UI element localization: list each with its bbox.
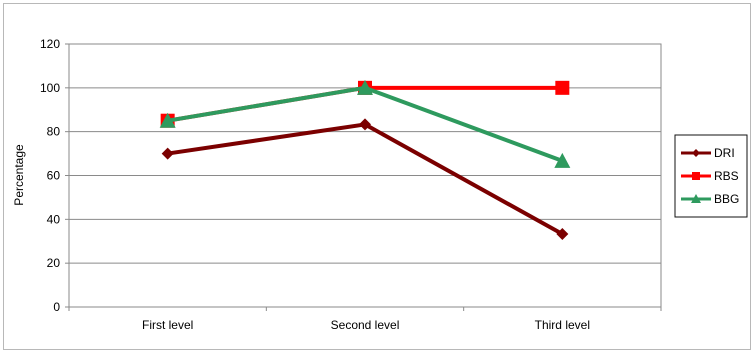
- legend-item-dri: DRI: [681, 146, 735, 160]
- y-tick-label: 20: [47, 256, 61, 270]
- y-axis-label: Percentage: [12, 144, 26, 206]
- data-point: [159, 112, 176, 128]
- y-tick-label: 0: [53, 300, 60, 314]
- data-point: [357, 79, 373, 95]
- legend-item-bbg: BBG: [681, 192, 739, 206]
- chart-frame: 0 20 40 60 80 100 120 First level Second level T…: [3, 3, 751, 350]
- x-tick-label: Third level: [535, 318, 590, 332]
- legend-label: DRI: [714, 146, 735, 160]
- data-point: [161, 147, 174, 160]
- data-point: [556, 228, 569, 241]
- legend-label: RBS: [714, 169, 739, 183]
- series-dri: [161, 118, 569, 241]
- x-tick-label: First level: [142, 318, 193, 332]
- legend-item-rbs: RBS: [681, 169, 739, 183]
- y-tick-label: 60: [47, 169, 61, 183]
- y-tick-labels: 0 20 40 60 80 100 120: [40, 37, 60, 314]
- series-bbg: [159, 79, 571, 168]
- data-point: [359, 118, 371, 131]
- legend-marker: [691, 194, 701, 203]
- x-tick-labels: First level Second level Third level: [142, 318, 590, 332]
- x-tick-label: Second level: [331, 318, 400, 332]
- legend-marker: [692, 149, 700, 157]
- legend-label: BBG: [714, 192, 739, 206]
- legend: DRI RBS BBG: [674, 134, 748, 218]
- data-point: [555, 80, 570, 95]
- legend-marker: [692, 172, 700, 180]
- y-tick-label: 80: [47, 125, 61, 139]
- y-tick-label: 40: [47, 212, 61, 226]
- y-tick-label: 120: [40, 37, 60, 51]
- y-tick-label: 100: [40, 81, 60, 95]
- data-point: [554, 152, 571, 168]
- line-chart: 0 20 40 60 80 100 120 First level Second level T…: [12, 37, 748, 332]
- series-group: [159, 79, 571, 241]
